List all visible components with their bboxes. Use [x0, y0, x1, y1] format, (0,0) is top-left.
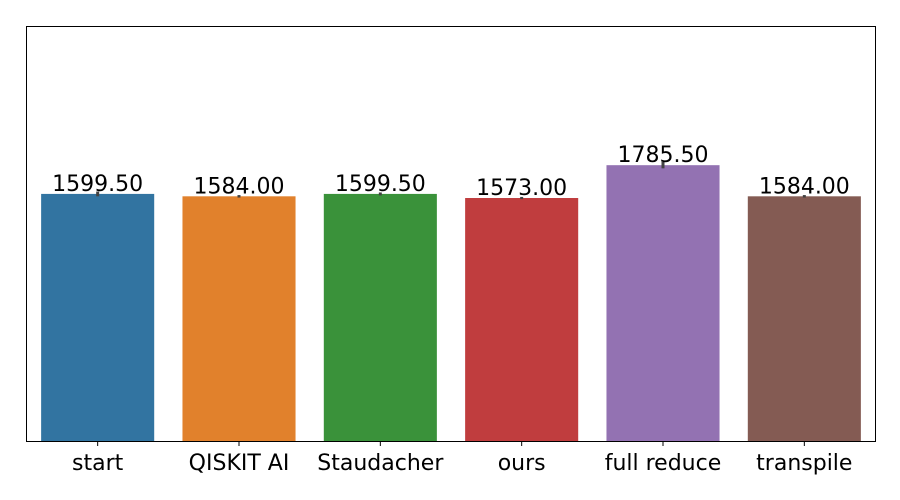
value-labels-group: 1599.50 1584.00 1599.50 1573.00 1785.50 1584.… [52, 143, 850, 201]
bar-value-label: 1785.50 [618, 143, 709, 168]
bar-staudacher [323, 193, 437, 441]
bar-transpile [747, 196, 861, 441]
x-tick-label: QISKIT AI [189, 451, 290, 476]
bar-value-label: 1573.00 [476, 176, 567, 201]
bar-ours [465, 198, 579, 441]
x-tick-label: Staudacher [317, 451, 444, 476]
bar-qiskit-ai [182, 196, 296, 441]
x-tick-label: full reduce [605, 451, 722, 476]
x-axis-ticks-group: start QISKIT AI Staudacher ours full reduce t… [72, 441, 852, 476]
x-tick-label: transpile [756, 451, 852, 476]
bar-value-label: 1584.00 [194, 174, 285, 199]
bars-group [41, 165, 861, 441]
x-tick-label: ours [498, 451, 546, 476]
bar-full-reduce [606, 165, 720, 441]
plot-area-frame [26, 26, 876, 442]
bar-start [41, 193, 155, 441]
bar-value-label: 1584.00 [759, 174, 850, 199]
error-bars-group [96, 162, 806, 200]
x-tick-label: start [72, 451, 124, 476]
bar-value-label: 1599.50 [335, 172, 426, 197]
bar-value-label: 1599.50 [52, 172, 143, 197]
